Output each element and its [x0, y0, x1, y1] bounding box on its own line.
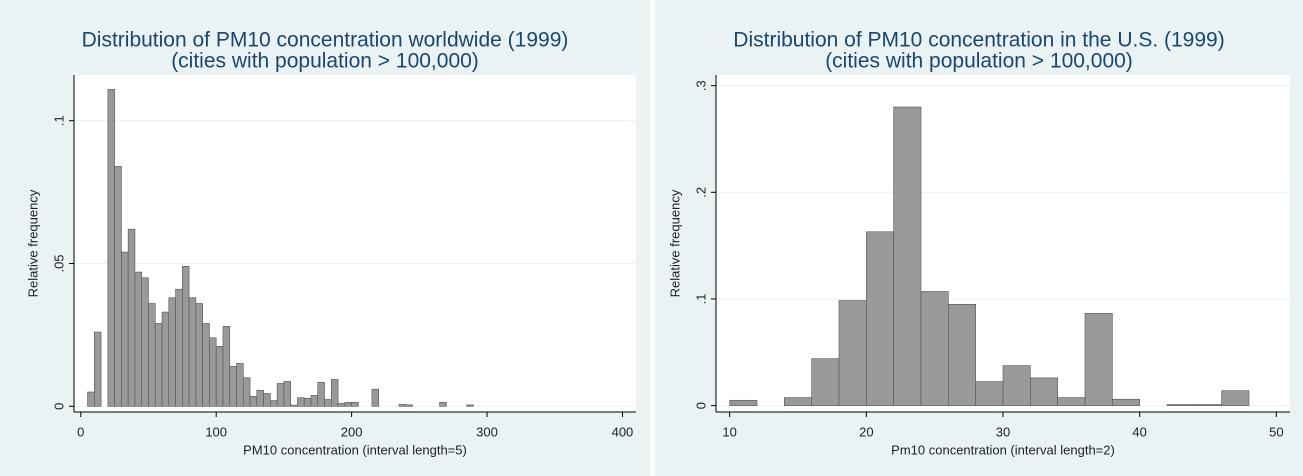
x-tick-label: 400	[612, 424, 634, 439]
bar	[107, 88, 115, 407]
x-tick-label: 200	[341, 424, 363, 439]
bar	[249, 395, 258, 407]
bar	[466, 404, 474, 407]
bar	[121, 251, 129, 407]
bar	[948, 303, 976, 406]
bar	[276, 383, 285, 407]
y-tick-label: .05	[51, 254, 66, 272]
bar	[195, 303, 203, 407]
bar	[811, 358, 840, 406]
bar	[215, 346, 224, 407]
x-tick-label: 0	[77, 424, 84, 439]
bar	[866, 231, 894, 406]
bar	[1194, 404, 1222, 406]
bar	[87, 391, 95, 407]
x-tick-label: 100	[205, 424, 227, 439]
bar	[188, 297, 197, 407]
bar	[236, 363, 244, 407]
bar	[1057, 397, 1086, 406]
bar	[317, 381, 325, 407]
bar	[256, 389, 264, 407]
bar	[297, 397, 305, 407]
x-tick-label: 20	[859, 424, 873, 439]
chart-subtitle: (cities with population > 100,000)	[171, 50, 479, 73]
y-tick-label: .1	[51, 115, 66, 126]
y-axis-title: Relative frequency	[667, 189, 682, 297]
bar	[222, 326, 231, 407]
bar	[1112, 398, 1140, 406]
bar	[784, 397, 812, 406]
bar	[134, 271, 143, 407]
bar	[344, 401, 352, 407]
chart-title: Distribution of PM10 concentration world…	[82, 29, 569, 52]
bar	[209, 337, 217, 407]
bar	[263, 393, 271, 407]
bar	[154, 323, 163, 407]
y-tick-label: 0	[693, 402, 708, 409]
y-tick-label: .1	[693, 294, 708, 305]
bar	[1030, 377, 1058, 406]
bar	[168, 297, 176, 407]
bar	[1084, 313, 1113, 406]
bar	[148, 303, 156, 407]
x-tick-label: 10	[722, 424, 736, 439]
y-tick-label: .3	[693, 80, 708, 91]
bar	[114, 166, 122, 407]
bar	[331, 379, 339, 407]
bar	[371, 388, 379, 407]
x-axis-title: PM10 concentration (interval length=5)	[243, 442, 467, 457]
bar	[439, 401, 447, 407]
bar	[229, 366, 237, 407]
x-tick-label: 40	[1132, 424, 1146, 439]
bar	[202, 323, 210, 407]
bar	[1166, 404, 1195, 406]
x-tick-label: 300	[476, 424, 498, 439]
bar	[920, 291, 949, 406]
bar	[290, 404, 298, 407]
bar	[838, 300, 867, 406]
bar	[161, 311, 170, 407]
bar	[141, 277, 149, 407]
bar	[324, 399, 332, 407]
bar	[351, 401, 359, 407]
bar	[94, 331, 102, 407]
bar	[182, 266, 190, 407]
chart-title: Distribution of PM10 concentration in th…	[733, 29, 1224, 52]
bar	[270, 400, 278, 407]
bar	[975, 381, 1004, 406]
x-tick-label: 30	[996, 424, 1010, 439]
y-tick-label: 0	[51, 403, 66, 410]
bar	[405, 404, 413, 407]
bar	[303, 397, 312, 407]
bar	[175, 288, 183, 407]
bar	[310, 395, 319, 407]
bar	[893, 106, 922, 406]
x-axis-title: Pm10 concentration (interval length=2)	[891, 442, 1115, 457]
bar	[1221, 390, 1250, 406]
plot-area	[716, 75, 1290, 412]
bar	[729, 399, 758, 406]
bar	[1002, 365, 1031, 406]
bar	[337, 403, 346, 407]
bar	[398, 403, 407, 407]
y-axis-title: Relative frequency	[25, 189, 40, 297]
bar	[283, 381, 291, 407]
x-tick-label: 50	[1269, 424, 1283, 439]
y-tick-label: .2	[693, 187, 708, 198]
chart-subtitle: (cities with population > 100,000)	[825, 50, 1133, 73]
bar	[242, 377, 251, 407]
bar	[127, 228, 136, 407]
